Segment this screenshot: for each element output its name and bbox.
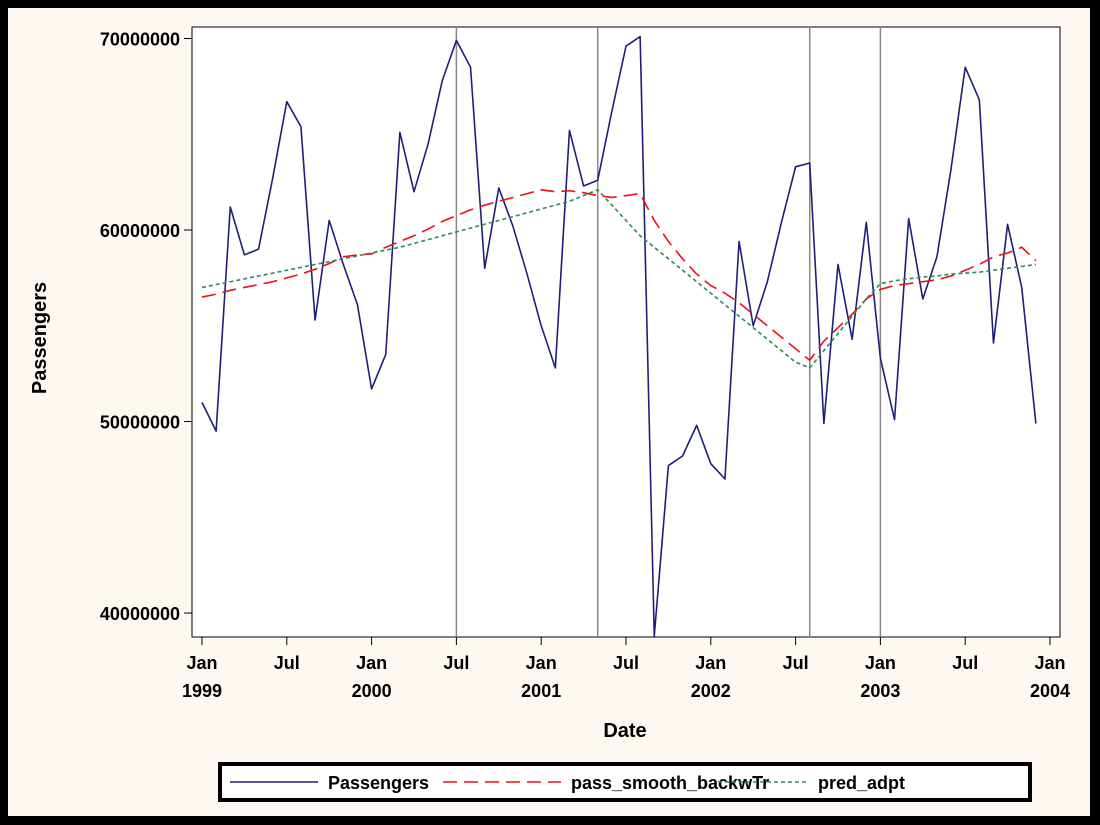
x-tick-month-label: Jul (952, 653, 978, 673)
x-tick-month-label: Jul (613, 653, 639, 673)
y-axis: 40000000 50000000 60000000 70000000 (100, 29, 192, 624)
legend: Passengers pass_smooth_backwTr pred_adpt (218, 762, 1032, 802)
legend-label: pred_adpt (818, 773, 905, 793)
x-tick-month-label: Jul (783, 653, 809, 673)
legend-label: pass_smooth_backwTr (571, 773, 769, 793)
reference-lines (455, 27, 882, 637)
x-tick-month-label: Jul (443, 653, 469, 673)
x-tick-year-label: 2001 (521, 681, 561, 701)
x-tick-month-label: Jan (526, 653, 557, 673)
x-tick-year-label: 2004 (1030, 681, 1070, 701)
x-tick-month-label: Jan (356, 653, 387, 673)
x-tick-year-label: 2002 (691, 681, 731, 701)
y-tick-label: 70000000 (100, 29, 180, 49)
x-axis: Jan 1999 Jul Jan 2000 Jul Jan 2001 Jul Jan 2002 Jul… (182, 637, 1070, 701)
y-tick-label: 50000000 (100, 413, 180, 433)
x-tick-year-label: 2000 (352, 681, 392, 701)
y-tick-label: 40000000 (100, 604, 180, 624)
x-tick-year-label: 1999 (182, 681, 222, 701)
plot-area (191, 26, 1061, 638)
chart-frame: 40000000 50000000 60000000 70000000 Jan 1999… (8, 8, 1090, 816)
x-axis-label: Date (603, 720, 646, 742)
x-tick-month-label: Jan (186, 653, 217, 673)
x-tick-month-label: Jan (695, 653, 726, 673)
series-layer (201, 35, 1037, 637)
y-axis-label: Passengers (29, 282, 51, 394)
y-tick-label: 60000000 (100, 221, 180, 241)
legend-box (218, 762, 1032, 802)
series-line-passengers (201, 35, 1037, 637)
legend-label: Passengers (328, 773, 429, 793)
x-tick-month-label: Jan (865, 653, 896, 673)
x-tick-month-label: Jan (1034, 653, 1065, 673)
line-chart: 40000000 50000000 60000000 70000000 Jan 1999… (29, 26, 1070, 802)
series-line-pred-adpt (201, 188, 1036, 369)
x-tick-year-label: 2003 (860, 681, 900, 701)
x-tick-month-label: Jul (274, 653, 300, 673)
